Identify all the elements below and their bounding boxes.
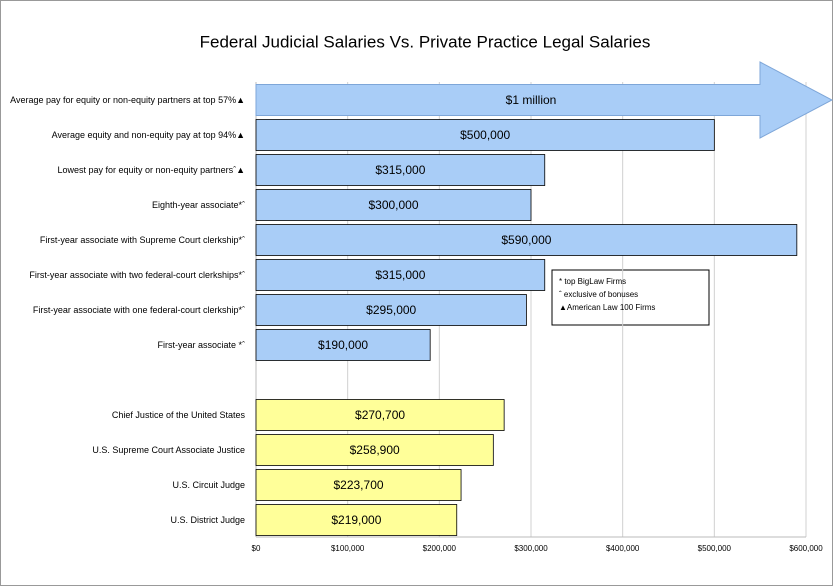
category-label: First-year associate *ˆ	[157, 340, 245, 350]
category-label: First-year associate with two federal-co…	[29, 270, 245, 280]
value-label: $300,000	[368, 198, 418, 212]
value-label: $590,000	[501, 233, 551, 247]
bar	[255, 399, 505, 431]
category-label: First-year associate with one federal-co…	[32, 305, 245, 315]
value-label: $1 million	[506, 93, 557, 107]
bar	[255, 329, 431, 361]
value-label: $270,700	[355, 408, 405, 422]
category-label: U.S. Circuit Judge	[172, 480, 245, 490]
note: * top BigLaw Firms	[559, 277, 626, 286]
bar	[255, 154, 546, 186]
bar	[255, 434, 494, 466]
category-label: Eighth-year associate*ˆ	[151, 200, 245, 210]
x-tick-label: $600,000	[789, 544, 823, 553]
value-label: $223,700	[333, 478, 383, 492]
value-label: $219,000	[331, 513, 381, 527]
category-label: Average pay for equity or non-equity par…	[10, 95, 245, 105]
bar	[255, 294, 527, 326]
bar	[255, 189, 532, 221]
x-tick-label: $100,000	[331, 544, 365, 553]
value-label: $315,000	[375, 268, 425, 282]
category-label: First-year associate with Supreme Court …	[39, 235, 245, 245]
category-label: U.S. Supreme Court Associate Justice	[92, 445, 245, 455]
value-label: $190,000	[318, 338, 368, 352]
bar	[255, 224, 798, 256]
x-tick-label: $200,000	[423, 544, 457, 553]
bar-arrow	[255, 61, 833, 139]
note: ▲American Law 100 Firms	[559, 303, 655, 312]
bar	[255, 119, 715, 151]
category-label: Chief Justice of the United States	[111, 410, 245, 420]
x-tick-label: $400,000	[606, 544, 640, 553]
x-tick-label: $500,000	[698, 544, 732, 553]
category-label: Average equity and non-equity pay at top…	[51, 130, 245, 140]
x-tick-label: $0	[252, 544, 261, 553]
note: ˆ exclusive of bonuses	[559, 290, 638, 299]
category-label: U.S. District Judge	[170, 515, 245, 525]
value-label: $258,900	[350, 443, 400, 457]
notes-box	[551, 269, 710, 326]
bar	[255, 259, 546, 291]
value-label: $500,000	[460, 128, 510, 142]
bar	[255, 469, 462, 501]
bar	[255, 504, 458, 536]
chart-title: Federal Judicial Salaries Vs. Private Pr…	[200, 32, 651, 51]
value-label: $315,000	[375, 163, 425, 177]
value-label: $295,000	[366, 303, 416, 317]
x-tick-label: $300,000	[514, 544, 548, 553]
category-label: Lowest pay for equity or non-equity part…	[57, 165, 245, 175]
